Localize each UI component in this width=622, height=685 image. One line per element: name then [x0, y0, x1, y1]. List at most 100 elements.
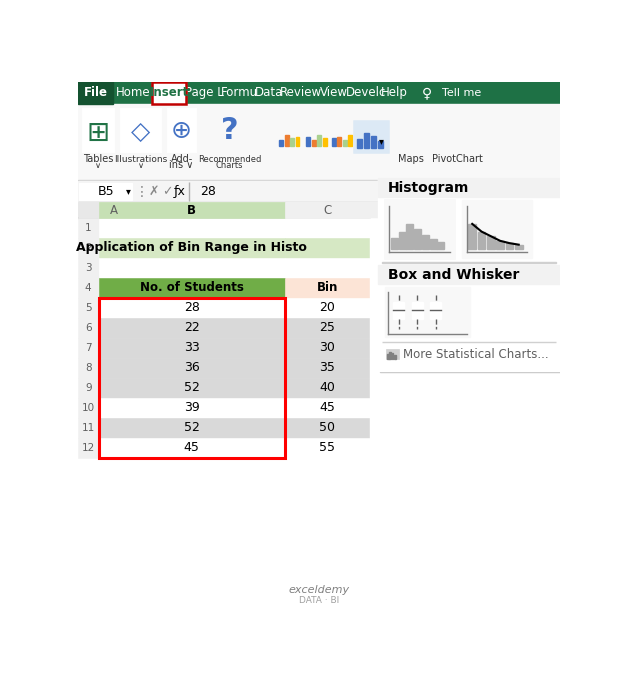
Text: Data: Data [255, 86, 284, 99]
Bar [285, 318, 370, 338]
Bar [406, 224, 414, 249]
Text: Application of Bin Range in Histo: Application of Bin Range in Histo [77, 241, 307, 254]
Bar [285, 438, 370, 458]
Text: 4: 4 [85, 283, 91, 292]
Text: 12: 12 [81, 443, 95, 453]
Bar [392, 353, 393, 359]
Text: 52: 52 [183, 421, 200, 434]
Bar [99, 318, 285, 338]
Text: Histogram: Histogram [388, 181, 469, 195]
Bar [78, 180, 560, 181]
Bar [78, 338, 99, 358]
Bar [285, 358, 370, 378]
Bar [285, 378, 370, 398]
Bar [78, 238, 99, 258]
Bar [370, 202, 560, 218]
Bar [307, 137, 310, 146]
Bar [78, 218, 99, 238]
Bar [285, 418, 370, 438]
Text: Charts: Charts [216, 161, 243, 170]
Bar [380, 180, 561, 373]
Text: Home: Home [116, 86, 151, 99]
Bar [370, 338, 560, 358]
Text: ✓: ✓ [162, 185, 172, 198]
Text: 1: 1 [85, 223, 91, 233]
Bar [78, 398, 99, 418]
Text: 2: 2 [85, 242, 91, 253]
Bar [78, 202, 560, 218]
Text: 36: 36 [183, 362, 200, 375]
Bar [78, 82, 560, 103]
Bar [99, 438, 285, 458]
Bar [378, 266, 560, 284]
Text: 35: 35 [319, 362, 335, 375]
Bar [78, 258, 99, 278]
Bar [285, 238, 370, 258]
Text: Help: Help [381, 86, 408, 99]
Bar [99, 298, 285, 458]
Bar [430, 302, 441, 319]
Bar [285, 218, 370, 238]
Bar [99, 358, 285, 378]
Bar [285, 338, 370, 358]
Bar [389, 351, 391, 359]
Bar [370, 258, 560, 278]
Bar [317, 136, 321, 146]
Bar [78, 82, 113, 103]
Bar [386, 349, 399, 359]
Text: Formu: Formu [220, 86, 258, 99]
Text: Tables: Tables [83, 154, 113, 164]
Bar [99, 218, 285, 238]
Text: Insert: Insert [149, 86, 189, 99]
Bar [391, 238, 398, 249]
Bar [285, 298, 370, 318]
Bar [78, 181, 560, 202]
Bar [393, 302, 404, 319]
Text: 28: 28 [183, 301, 200, 314]
Text: 5: 5 [85, 303, 91, 313]
Text: Recommended: Recommended [198, 155, 261, 164]
Text: 28: 28 [200, 185, 216, 198]
Text: ins ∨: ins ∨ [169, 160, 194, 171]
Bar [515, 245, 522, 249]
Bar [399, 232, 406, 249]
Bar [152, 82, 186, 103]
Bar [78, 298, 99, 318]
Bar [414, 229, 421, 249]
Bar [378, 345, 560, 363]
Text: 30: 30 [319, 341, 335, 354]
Text: Add-: Add- [170, 154, 193, 164]
Text: ∨: ∨ [137, 161, 144, 170]
Bar [285, 136, 289, 146]
Text: A: A [110, 203, 118, 216]
Bar [384, 200, 455, 258]
Text: 40: 40 [319, 382, 335, 395]
Bar [370, 418, 560, 438]
Bar [285, 398, 370, 418]
Bar [370, 238, 560, 258]
Bar [384, 287, 470, 337]
Text: Box and Whisker: Box and Whisker [388, 268, 519, 282]
Text: exceldemy: exceldemy [288, 586, 350, 595]
Text: ?: ? [221, 116, 238, 145]
Bar [312, 140, 316, 146]
Bar [167, 108, 197, 152]
Text: ▾: ▾ [379, 136, 384, 146]
Bar [99, 398, 285, 418]
Bar [478, 232, 485, 249]
Bar [99, 202, 129, 218]
Bar [487, 236, 494, 249]
Bar [99, 298, 285, 318]
Bar [188, 182, 189, 201]
Text: 22: 22 [183, 321, 200, 334]
Bar [78, 278, 99, 298]
Text: 55: 55 [319, 441, 335, 454]
Bar [371, 136, 376, 149]
Text: ƒx: ƒx [174, 185, 186, 198]
Bar [357, 139, 362, 149]
Text: 25: 25 [319, 321, 335, 334]
Bar [285, 258, 370, 278]
Text: 7: 7 [85, 343, 91, 353]
Text: 3: 3 [85, 263, 91, 273]
Bar [290, 138, 294, 146]
